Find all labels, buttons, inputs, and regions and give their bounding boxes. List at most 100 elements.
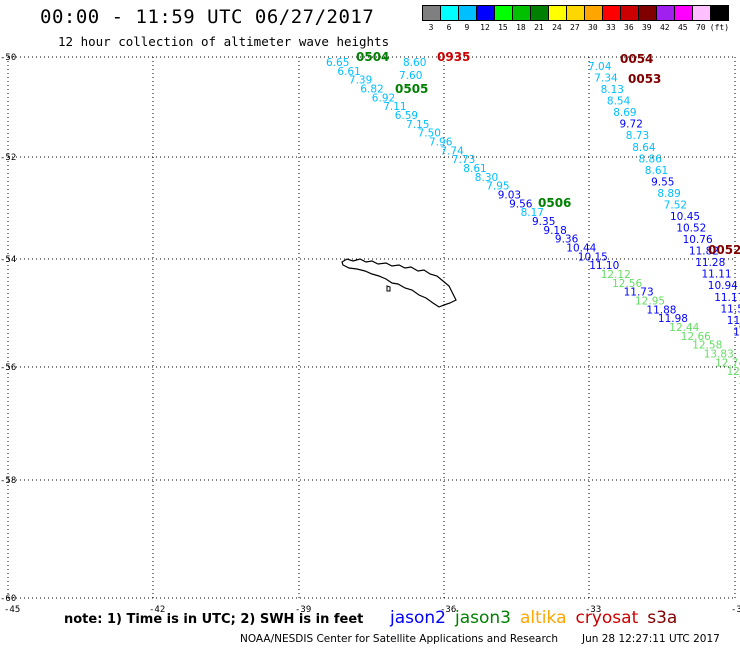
wave-height-value: 6.92 xyxy=(372,92,395,104)
pass-time-label: 0506 xyxy=(538,196,571,210)
wave-height-color-legend: 3 6 9 12 15 18 21 24 27 30 33 36 39 42 45 70 (ft) xyxy=(422,5,729,32)
satellite-legend: jason2 jason3 altika cryosat s3a xyxy=(390,608,686,628)
page-title: 00:00 - 11:59 UTC 06/27/2017 xyxy=(40,6,375,28)
legend-swatch xyxy=(423,6,441,20)
wave-height-value: 9.72 xyxy=(620,119,643,131)
wave-height-value: 8.73 xyxy=(626,130,649,142)
legend-label: 33 xyxy=(606,23,616,32)
legend-swatch xyxy=(477,6,495,20)
legend-label: 18 xyxy=(516,23,526,32)
wave-height-value: 8.30 xyxy=(475,172,498,184)
legend-label: 6 xyxy=(446,23,452,32)
wave-height-value: 7.34 xyxy=(594,73,618,85)
legend-swatch xyxy=(693,6,711,20)
wave-height-value: 11.11 xyxy=(702,269,732,281)
pass-time-label: 0054 xyxy=(620,52,653,66)
wave-height-value: 7.52 xyxy=(664,200,687,212)
lat-tick-label: -52 xyxy=(0,153,16,163)
wave-height-value: 9.03 xyxy=(498,190,521,202)
legend-label: 27 xyxy=(570,23,580,32)
legend-labels: 3 6 9 12 15 18 21 24 27 30 33 36 39 42 45 70 (ft) xyxy=(422,23,729,32)
wave-height-value: 7.60 xyxy=(399,70,422,82)
legend-label: (ft) xyxy=(709,23,730,32)
wave-height-value: 8.54 xyxy=(607,96,631,108)
south-georgia-island-outline xyxy=(341,258,457,308)
wave-height-value: 9.36 xyxy=(555,234,579,246)
wave-height-value: 6.82 xyxy=(360,84,383,96)
legend-swatch xyxy=(441,6,459,20)
wave-height-value: 11.10 xyxy=(589,260,619,272)
satellite-label: jason2 xyxy=(390,608,446,628)
wave-height-value: 7.50 xyxy=(418,128,441,140)
wave-height-value: 6.65 xyxy=(326,57,349,69)
legend-swatch xyxy=(621,6,639,20)
legend-swatch xyxy=(567,6,585,20)
legend-swatch xyxy=(639,6,657,20)
wave-height-value: 8.64 xyxy=(632,142,656,154)
wave-height-value: 7.74 xyxy=(440,145,464,157)
wave-height-value: 7.11 xyxy=(383,101,406,113)
pass-time-label: 0053 xyxy=(628,72,661,86)
legend-label: 3 xyxy=(428,23,434,32)
wave-height-value: 11.91 xyxy=(733,326,740,338)
legend-label: 45 xyxy=(677,23,688,32)
graticule xyxy=(7,56,736,600)
wave-height-value: 10.15 xyxy=(578,251,608,263)
wave-height-value: 7.15 xyxy=(406,119,429,131)
lat-tick-label: -58 xyxy=(0,476,16,486)
wave-height-value: 8.17 xyxy=(521,207,544,219)
footnote: note: 1) Time is in UTC; 2) SWH is in fe… xyxy=(64,612,364,627)
pass-time-label: 0504 xyxy=(356,50,389,64)
wave-height-value: 11.28 xyxy=(695,257,725,269)
legend-swatch xyxy=(531,6,549,20)
wave-height-value: 11.88 xyxy=(646,304,676,316)
wave-height-value: 12.44 xyxy=(669,322,699,334)
lon-tick-label: -30 xyxy=(731,605,740,615)
wave-height-value: 12.74 xyxy=(715,357,740,369)
wave-height-value: 10.52 xyxy=(676,223,706,235)
lat-tick-label: -54 xyxy=(0,255,16,265)
wave-height-value: 8.69 xyxy=(613,107,636,119)
legend-color-bar xyxy=(422,5,729,21)
wave-height-value: 9.55 xyxy=(651,176,674,188)
legend-swatch xyxy=(657,6,675,20)
legend-swatch xyxy=(495,6,513,20)
wave-height-value: 7.04 xyxy=(588,61,612,73)
wave-height-value: 12.66 xyxy=(681,331,711,343)
wave-height-value: 7.39 xyxy=(349,75,372,87)
wave-height-tracks: 6.656.617.396.826.927.116.597.157.507.96… xyxy=(326,57,740,387)
legend-swatch xyxy=(603,6,621,20)
legend-swatch xyxy=(711,6,728,20)
lat-tick-label: -56 xyxy=(0,363,16,373)
lon-tick-label: -33 xyxy=(585,605,601,615)
lon-tick-label: -42 xyxy=(149,605,165,615)
wave-height-value: 10.44 xyxy=(566,243,596,255)
wave-height-value: 13.83 xyxy=(704,349,734,361)
lon-tick-label: -39 xyxy=(295,605,311,615)
lon-tick-label: -45 xyxy=(4,605,20,615)
wave-height-value: 12.12 xyxy=(601,269,631,281)
wave-height-value: 11.56 xyxy=(721,303,740,315)
legend-label: 21 xyxy=(534,23,544,32)
wave-height-value: 11.73 xyxy=(624,287,654,299)
wave-height-value: 11.32 xyxy=(727,315,740,327)
legend-label: 15 xyxy=(498,23,508,32)
legend-label: 9 xyxy=(464,23,470,32)
wave-height-value: 11.82 xyxy=(689,246,719,258)
legend-swatch xyxy=(513,6,531,20)
page-subtitle: 12 hour collection of altimeter wave hei… xyxy=(58,34,390,49)
wave-height-value: 9.35 xyxy=(532,216,555,228)
wave-height-value: 8.86 xyxy=(639,153,663,165)
lon-tick-label: -36 xyxy=(440,605,456,615)
legend-swatch xyxy=(585,6,603,20)
wave-height-value: 8.89 xyxy=(657,188,680,200)
legend-label: 24 xyxy=(552,23,562,32)
legend-label: 42 xyxy=(659,23,670,32)
pass-time-label: 0052 xyxy=(708,243,740,257)
generated-timestamp: Jun 28 12:27:11 UTC 2017 xyxy=(582,633,720,645)
satellite-label: s3a xyxy=(647,608,678,628)
lat-tick-label: -60 xyxy=(0,594,16,604)
wave-height-value: 8.61 xyxy=(645,165,668,177)
satellite-label: jason3 xyxy=(455,608,511,628)
